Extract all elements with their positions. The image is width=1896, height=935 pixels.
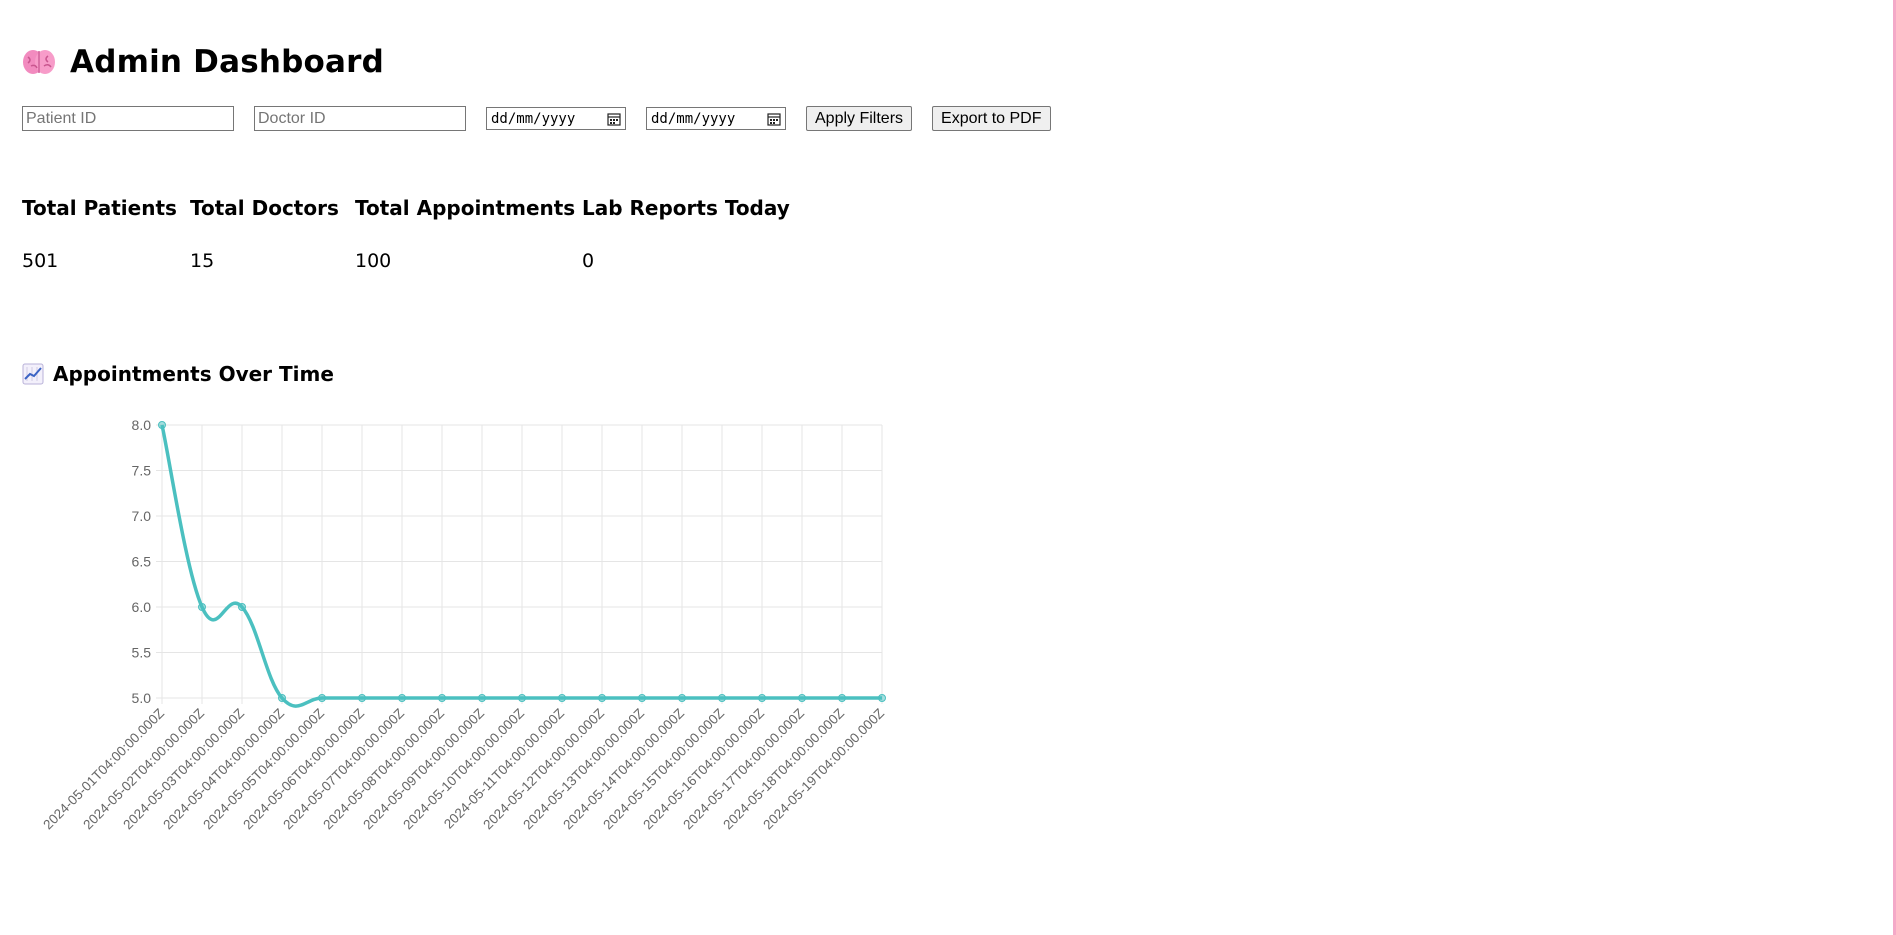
y-tick-label: 7.0 — [132, 508, 152, 524]
calendar-icon[interactable] — [767, 112, 781, 126]
series-line — [160, 424, 882, 708]
y-tick-label: 7.5 — [132, 463, 152, 479]
header: Admin Dashboard — [22, 44, 384, 80]
y-tick-label: 5.5 — [132, 645, 152, 661]
window-edge — [1893, 0, 1896, 935]
data-point — [798, 694, 806, 702]
stat-lab-reports-today: Lab Reports Today 0 — [582, 196, 790, 272]
data-point — [198, 603, 206, 611]
calendar-icon[interactable] — [607, 112, 621, 126]
appointments-section-header: Appointments Over Time — [22, 362, 334, 386]
data-point — [678, 694, 686, 702]
brain-icon — [23, 50, 55, 74]
stat-total-patients: Total Patients 501 — [22, 196, 190, 272]
doctor-id-input[interactable] — [254, 106, 466, 131]
data-point — [278, 694, 286, 702]
data-point — [398, 694, 406, 702]
filter-bar: dd/mm/yyyy dd/mm/yyyy Apply Filters Expo… — [22, 106, 1071, 131]
data-point — [238, 603, 246, 611]
stat-value: 501 — [22, 250, 59, 272]
page-title: Admin Dashboard — [70, 44, 385, 80]
y-tick-label: 8.0 — [132, 417, 152, 433]
start-date-input[interactable]: dd/mm/yyyy — [486, 107, 626, 130]
end-date-text: dd/mm/yyyy — [651, 110, 736, 127]
data-point — [158, 421, 166, 429]
stat-value: 100 — [355, 250, 392, 272]
data-point — [638, 694, 646, 702]
stat-value: 15 — [190, 250, 215, 272]
chart-increasing-icon — [22, 363, 44, 385]
data-point — [838, 694, 846, 702]
stat-total-doctors: Total Doctors 15 — [190, 196, 355, 272]
data-point — [518, 694, 526, 702]
section-title: Appointments Over Time — [53, 362, 334, 386]
patient-id-input[interactable] — [22, 106, 234, 131]
data-point — [358, 694, 366, 702]
data-point — [558, 694, 566, 702]
start-date-text: dd/mm/yyyy — [491, 110, 576, 127]
stat-total-appointments: Total Appointments 100 — [355, 196, 582, 272]
data-point — [598, 694, 606, 702]
data-point — [318, 694, 326, 702]
apply-filters-button[interactable]: Apply Filters — [806, 106, 913, 131]
stats-row: Total Patients 501 Total Doctors 15 Tota… — [22, 196, 790, 272]
y-tick-label: 5.0 — [132, 690, 152, 706]
data-point — [478, 694, 486, 702]
data-point — [758, 694, 766, 702]
y-tick-label: 6.0 — [132, 599, 152, 615]
stat-label: Lab Reports Today — [582, 196, 790, 220]
data-point — [878, 694, 886, 702]
data-point — [718, 694, 726, 702]
stat-value: 0 — [582, 250, 595, 272]
stat-label: Total Doctors — [190, 196, 339, 220]
export-pdf-button[interactable]: Export to PDF — [932, 106, 1051, 131]
data-point — [438, 694, 446, 702]
end-date-input[interactable]: dd/mm/yyyy — [646, 107, 786, 130]
stat-label: Total Appointments — [355, 196, 576, 220]
y-tick-label: 6.5 — [132, 554, 152, 570]
stat-label: Total Patients — [22, 196, 177, 220]
appointments-line-chart: 8.07.57.06.56.05.55.02024-05-01T04:00:00… — [40, 417, 887, 832]
